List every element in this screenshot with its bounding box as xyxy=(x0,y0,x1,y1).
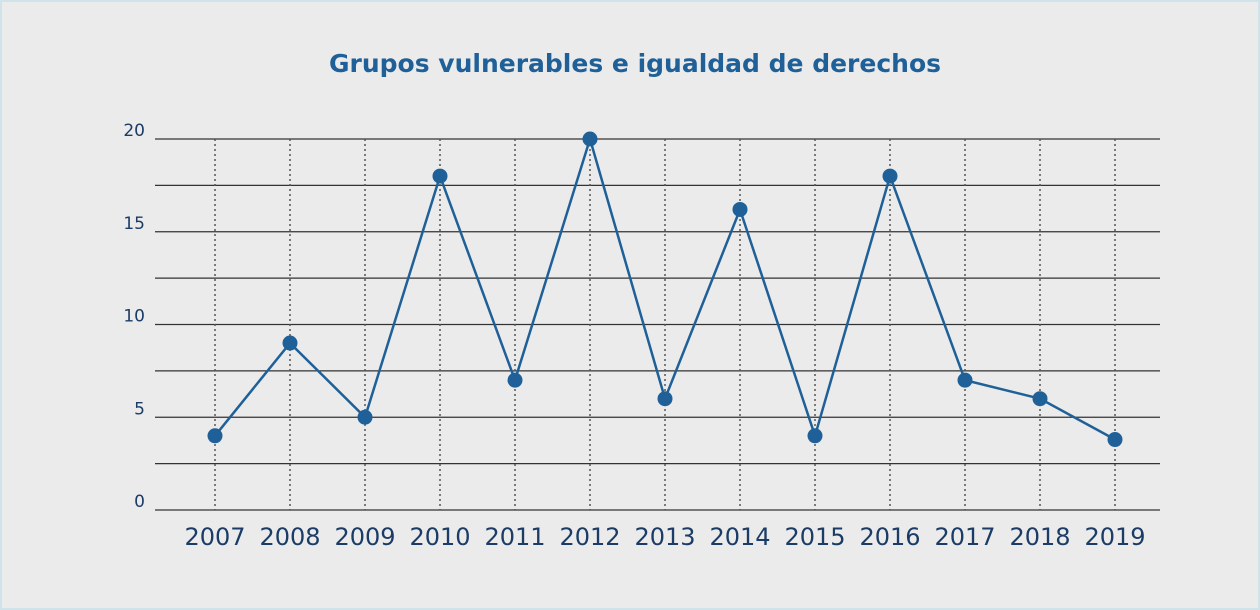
point xyxy=(357,409,373,425)
y-tick-label: 0 xyxy=(134,492,145,512)
point xyxy=(282,335,298,351)
x-tick-label: 2017 xyxy=(934,523,995,551)
x-tick-label: 2009 xyxy=(334,523,395,551)
point xyxy=(432,168,448,184)
point xyxy=(207,428,223,444)
x-tick-label: 2016 xyxy=(859,523,920,551)
chart-title: Grupos vulnerables e igualdad de derecho… xyxy=(329,49,941,78)
point xyxy=(657,391,673,407)
point xyxy=(957,372,973,388)
x-tick-label: 2018 xyxy=(1009,523,1070,551)
y-tick-label: 20 xyxy=(123,121,145,141)
y-tick-label: 15 xyxy=(123,214,145,234)
x-tick-label: 2011 xyxy=(484,523,545,551)
x-tick-label: 2008 xyxy=(259,523,320,551)
point xyxy=(807,428,823,444)
x-tick-label: 2010 xyxy=(409,523,470,551)
x-tick-label: 2019 xyxy=(1084,523,1145,551)
point xyxy=(1032,391,1048,407)
x-tick-label: 2013 xyxy=(634,523,695,551)
x-tick-label: 2012 xyxy=(559,523,620,551)
point xyxy=(507,372,523,388)
point xyxy=(582,131,598,147)
y-tick-label: 10 xyxy=(123,307,145,327)
point xyxy=(882,168,898,184)
point xyxy=(1107,432,1123,448)
point xyxy=(732,201,748,217)
x-tick-label: 2015 xyxy=(784,523,845,551)
y-tick-label: 5 xyxy=(134,399,145,419)
x-tick-label: 2014 xyxy=(709,523,770,551)
x-tick-label: 2007 xyxy=(184,523,245,551)
